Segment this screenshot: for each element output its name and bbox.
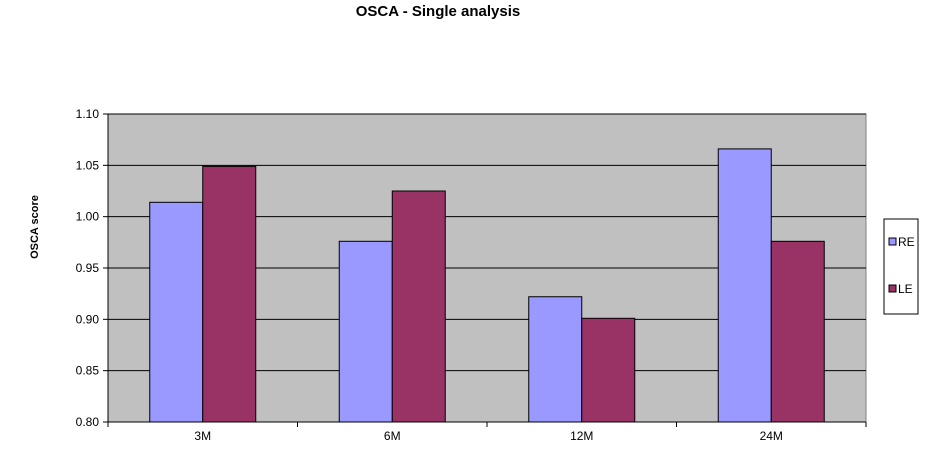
bar-le-3m [202,165,257,423]
x-tick-label: 3M [194,429,211,443]
bar-re-6m [338,240,393,423]
bar-le-24m [770,240,825,423]
bar-re-12m [528,296,583,423]
x-tick-label: 24M [760,429,783,443]
y-tick-label: 0.90 [76,312,100,326]
y-tick-label: 0.85 [76,364,100,378]
y-tick-label: 0.80 [76,415,100,429]
y-axis-label: OSCA score [29,195,41,259]
legend-swatch-le [888,284,897,293]
x-tick-label: 12M [570,429,593,443]
y-tick-label: 0.95 [76,261,100,275]
legend-label-re: RE [898,235,915,249]
legend: RE LE [883,218,919,315]
y-tick-label: 1.10 [76,107,100,121]
x-tick-label: 6M [384,429,401,443]
chart-title: OSCA - Single analysis [356,3,521,20]
bar-le-12m [581,317,636,423]
bar-re-24m [717,148,772,423]
legend-box [883,218,919,315]
bars [149,148,825,423]
bar-re-3m [149,201,204,423]
x-tick-labels: 3M 6M 12M 24M [107,422,867,443]
legend-swatch-re [888,237,897,246]
legend-label-le: LE [898,282,913,296]
bar-le-6m [391,190,446,423]
y-tick-label: 1.00 [76,210,100,224]
y-tick-labels: 0.80 0.85 0.90 0.95 1.00 1.05 1.10 [76,107,108,429]
y-tick-label: 1.05 [76,158,100,172]
